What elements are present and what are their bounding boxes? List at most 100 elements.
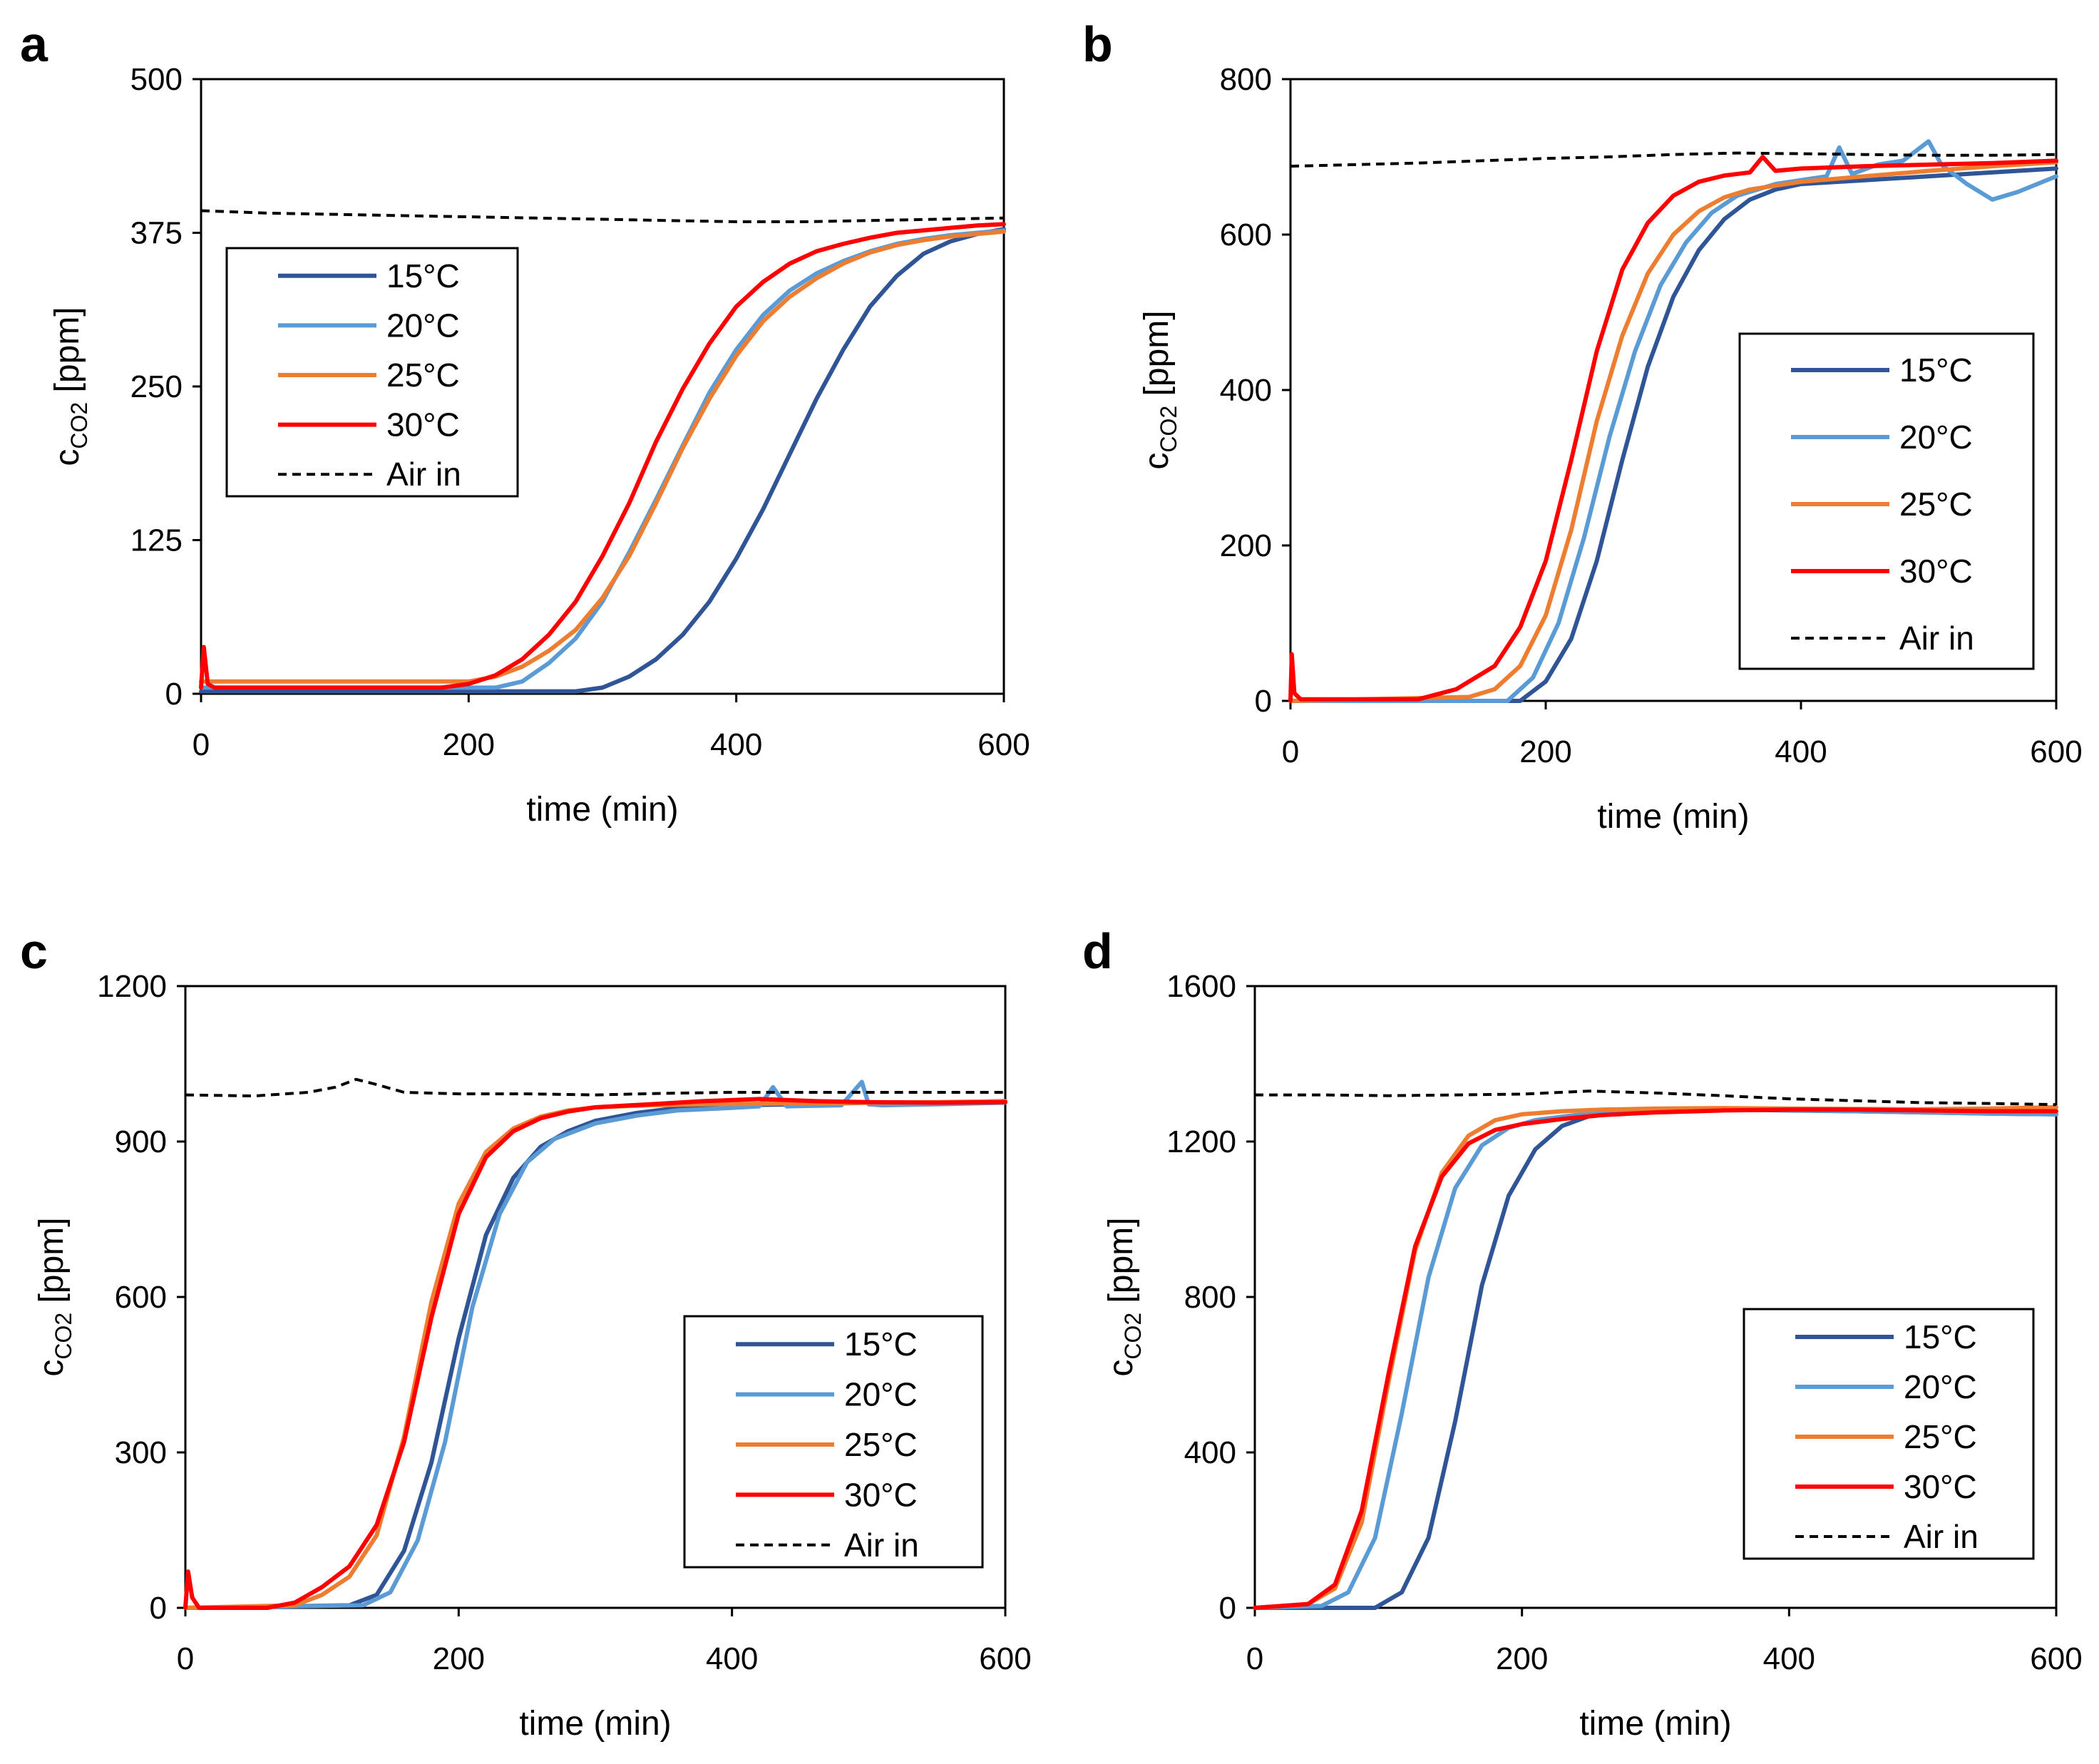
y-tick-label: 1200: [97, 969, 167, 1004]
legend-label: 15°C: [1899, 352, 1973, 389]
x-tick-label: 400: [1763, 1641, 1815, 1676]
y-axis-title-symbol: c: [1102, 1360, 1140, 1377]
y-tick-label: 400: [1184, 1435, 1236, 1470]
y-tick-label: 1200: [1166, 1124, 1236, 1159]
y-tick-label: 500: [130, 62, 183, 97]
series-line-15c: [199, 227, 1006, 694]
panel-letter: b: [1082, 16, 1113, 72]
y-tick-label: 0: [1219, 1591, 1236, 1626]
y-tick-label: 200: [1220, 528, 1272, 563]
y-axis-title-subscript: CO2: [1120, 1313, 1146, 1360]
legend: 15°C 20°C 25°C 30°C Air in: [1738, 332, 2035, 670]
x-tick-label: 400: [710, 727, 762, 762]
series-line-30c: [1288, 155, 2058, 703]
legend-label: 20°C: [1904, 1368, 1977, 1405]
legend-frame: [225, 247, 519, 498]
y-tick-label: 900: [115, 1124, 167, 1159]
legend-label: Air in: [1904, 1518, 1979, 1555]
y-axis-title-subscript: CO2: [1156, 406, 1181, 453]
y-tick-label: 0: [150, 1591, 167, 1626]
x-tick-label: 600: [2030, 734, 2082, 769]
series-line-15c: [1288, 166, 2058, 703]
series-line-airin: [1255, 1089, 2057, 1107]
y-tick-label: 250: [130, 369, 183, 404]
y-tick-label: 600: [115, 1280, 167, 1315]
y-tick-label: 0: [1255, 684, 1272, 719]
series-line-30c: [183, 1097, 1007, 1610]
legend: 15°C 20°C 25°C 30°C Air in: [683, 1315, 984, 1569]
panel-letter: c: [20, 923, 48, 979]
x-tick-label: 600: [979, 1641, 1031, 1676]
series-line-airin: [200, 209, 1005, 223]
legend-label: 15°C: [1904, 1318, 1977, 1355]
y-tick-label: 375: [130, 216, 183, 251]
y-axis-title-subscript: CO2: [51, 1313, 76, 1360]
legend-label: 15°C: [386, 257, 460, 294]
series-line-20c: [183, 1080, 1007, 1610]
panel-letter: a: [20, 16, 48, 72]
x-tick-label: 0: [177, 1641, 194, 1676]
legend-label: 20°C: [844, 1376, 918, 1413]
legend-label: 30°C: [844, 1476, 918, 1513]
x-tick-label: 200: [433, 1641, 485, 1676]
x-tick-label: 0: [1246, 1641, 1263, 1676]
x-tick-label: 200: [1519, 734, 1571, 769]
legend-label: 25°C: [1904, 1418, 1977, 1455]
y-axis-title-unit: [ppm]: [1138, 310, 1176, 405]
y-axis-title: cCO2 [ppm]: [48, 307, 92, 466]
x-tick-label: 0: [1282, 734, 1299, 769]
legend-label: 15°C: [844, 1325, 918, 1363]
legend-label: 30°C: [1899, 553, 1973, 590]
legend-frame: [683, 1315, 984, 1569]
series-line-25c: [1288, 160, 2058, 703]
legend-frame: [1738, 332, 2035, 670]
legend-label: 30°C: [386, 406, 460, 443]
y-tick-label: 125: [130, 523, 183, 558]
x-axis-title: time (min): [1597, 798, 1749, 836]
series-line-30c: [199, 222, 1006, 690]
y-tick-label: 300: [115, 1435, 167, 1470]
x-axis-title: time (min): [1579, 1705, 1731, 1743]
y-tick-label: 1600: [1166, 969, 1236, 1004]
legend-label: 25°C: [386, 357, 460, 394]
y-tick-label: 600: [1220, 217, 1272, 252]
y-tick-label: 400: [1220, 373, 1272, 408]
y-axis-title: cCO2 [ppm]: [1138, 310, 1181, 469]
legend-label: 25°C: [1899, 486, 1973, 523]
panel-b: b 0 200 400 600 800 0 200 400 600 time (min) cCO2 […: [1082, 16, 2083, 836]
legend-label: 25°C: [844, 1426, 918, 1463]
legend: 15°C 20°C 25°C 30°C Air in: [1743, 1308, 2035, 1560]
x-tick-label: 400: [706, 1641, 758, 1676]
x-tick-label: 600: [2030, 1641, 2082, 1676]
y-axis-title-subscript: CO2: [66, 402, 92, 449]
y-axis-title-symbol: c: [48, 449, 86, 466]
series-line-airin: [185, 1077, 1005, 1098]
series-line-25c: [199, 229, 1006, 684]
legend-label: Air in: [844, 1527, 919, 1564]
panel-letter: d: [1082, 923, 1113, 979]
legend-label: 30°C: [1904, 1468, 1977, 1505]
y-tick-label: 800: [1184, 1280, 1236, 1315]
legend-label: 20°C: [386, 307, 460, 344]
legend-label: Air in: [386, 456, 461, 493]
legend-label: 20°C: [1899, 419, 1973, 456]
panel-d: d 0 400 800 1200 1600 0 200 400 600 time (min) cCO2…: [1082, 923, 2083, 1743]
y-axis-title-symbol: c: [1138, 453, 1176, 470]
x-axis-title: time (min): [526, 791, 678, 829]
y-axis-title-unit: [ppm]: [33, 1217, 71, 1312]
y-axis-title-unit: [ppm]: [1102, 1217, 1140, 1312]
y-axis-title: cCO2 [ppm]: [33, 1217, 76, 1376]
legend-frame: [1743, 1308, 2035, 1560]
x-tick-label: 400: [1775, 734, 1827, 769]
panel-c: c 0 300 600 900 1200 0 200 400 600 time (min) cCO2 …: [20, 923, 1032, 1743]
x-tick-label: 200: [1496, 1641, 1548, 1676]
y-tick-label: 800: [1220, 62, 1272, 97]
y-axis-title: cCO2 [ppm]: [1102, 1217, 1146, 1376]
y-axis-title-unit: [ppm]: [48, 307, 86, 401]
legend: 15°C 20°C 25°C 30°C Air in: [225, 247, 519, 498]
series-line-30c: [1253, 1107, 2058, 1610]
legend-label: Air in: [1899, 620, 1974, 657]
x-tick-label: 600: [977, 727, 1030, 762]
x-tick-label: 200: [443, 727, 495, 762]
